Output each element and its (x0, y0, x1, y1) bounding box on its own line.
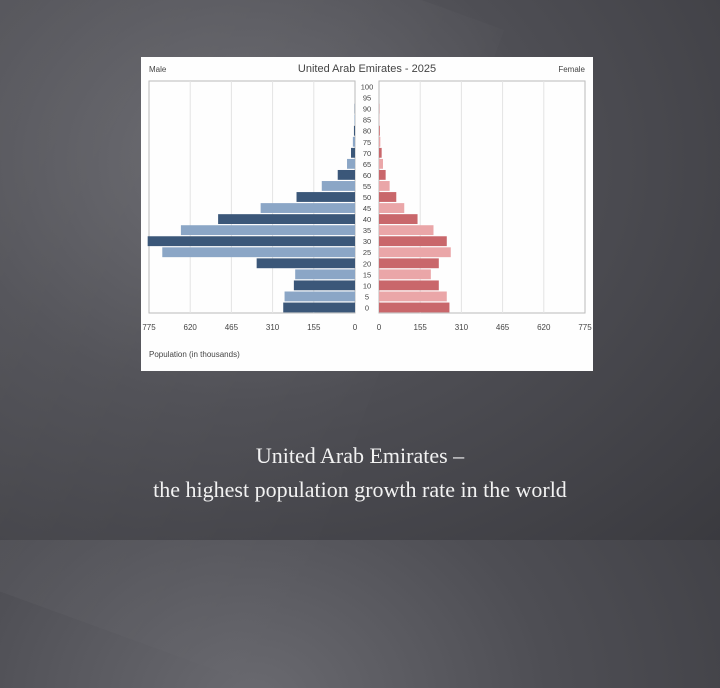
age-group-label: 10 (363, 281, 371, 290)
male-bar-age-60 (338, 170, 355, 180)
age-group-label: 5 (365, 292, 369, 301)
female-x-tick-label: 620 (537, 323, 551, 332)
female-bar-age-5 (379, 292, 447, 302)
male-bar-age-85 (354, 115, 355, 125)
female-bar-age-30 (379, 236, 447, 246)
male-bar-age-65 (347, 159, 355, 169)
male-bar-age-35 (181, 225, 355, 235)
female-bar-age-65 (379, 159, 383, 169)
female-bar-age-0 (379, 303, 449, 313)
female-x-tick-label: 310 (455, 323, 469, 332)
female-bar-age-10 (379, 280, 439, 290)
female-bar-age-60 (379, 170, 386, 180)
female-bar-age-25 (379, 247, 451, 257)
male-bar-age-5 (285, 292, 355, 302)
male-x-tick-label: 155 (307, 323, 321, 332)
female-bar-age-50 (379, 192, 396, 202)
male-bar-age-45 (261, 203, 355, 213)
male-bar-age-55 (322, 181, 355, 191)
female-x-tick-label: 465 (496, 323, 510, 332)
male-bar-age-15 (295, 269, 355, 279)
male-bar-age-20 (257, 258, 355, 268)
age-group-label: 70 (363, 149, 371, 158)
age-group-label: 45 (363, 204, 371, 213)
female-x-tick-label: 775 (578, 323, 592, 332)
male-x-tick-label: 620 (184, 323, 198, 332)
female-bar-age-55 (379, 181, 390, 191)
age-group-label: 80 (363, 127, 371, 136)
male-bar-age-40 (218, 214, 355, 224)
population-pyramid-chart: United Arab Emirates - 2025 Male Female … (141, 57, 593, 371)
female-bar-age-20 (379, 258, 439, 268)
male-bar-age-75 (353, 137, 355, 147)
age-group-label: 75 (363, 138, 371, 147)
female-bar-age-80 (379, 126, 380, 136)
male-x-tick-label: 465 (225, 323, 239, 332)
male-x-tick-label: 310 (266, 323, 280, 332)
chart-title: United Arab Emirates - 2025 (298, 63, 436, 75)
female-x-tick-label: 0 (377, 323, 382, 332)
age-group-label: 90 (363, 105, 371, 114)
female-bar-age-40 (379, 214, 418, 224)
male-x-tick-label: 775 (142, 323, 156, 332)
age-group-label: 55 (363, 182, 371, 191)
age-group-label: 85 (363, 116, 371, 125)
age-group-label: 60 (363, 171, 371, 180)
chart-svg: United Arab Emirates - 2025 Male Female … (141, 57, 593, 371)
male-bar-age-0 (283, 303, 355, 313)
male-bar-age-25 (162, 247, 355, 257)
male-bar-age-50 (297, 192, 355, 202)
age-group-label: 30 (363, 237, 371, 246)
male-bar-age-70 (351, 148, 355, 158)
female-bar-age-45 (379, 203, 404, 213)
female-bar-age-15 (379, 269, 431, 279)
age-group-label: 20 (363, 259, 371, 268)
age-group-label: 95 (363, 94, 371, 103)
caption-line-1: United Arab Emirates – (0, 439, 720, 473)
female-bar-age-70 (379, 148, 382, 158)
age-group-label: 25 (363, 248, 371, 257)
age-group-label: 50 (363, 193, 371, 202)
age-group-label: 15 (363, 270, 371, 279)
female-label: Female (558, 65, 585, 74)
female-bar-age-75 (379, 137, 380, 147)
male-bar-age-30 (148, 236, 355, 246)
age-group-label: 0 (365, 303, 369, 312)
female-x-tick-label: 155 (414, 323, 428, 332)
male-x-tick-label: 0 (353, 323, 358, 332)
male-bar-age-80 (354, 126, 355, 136)
age-group-label: 35 (363, 226, 371, 235)
caption-line-2: the highest population growth rate in th… (0, 473, 720, 507)
male-bar-age-10 (294, 280, 355, 290)
age-group-label: 65 (363, 160, 371, 169)
female-bar-age-35 (379, 225, 433, 235)
male-label: Male (149, 65, 167, 74)
age-group-label: 100 (361, 83, 374, 92)
age-group-label: 40 (363, 215, 371, 224)
plot-area: 775 775 620 620 465 465 310 310 155 155 0 0 0 5 10 15 20… (142, 81, 592, 332)
x-axis-label: Population (in thousands) (149, 350, 240, 359)
